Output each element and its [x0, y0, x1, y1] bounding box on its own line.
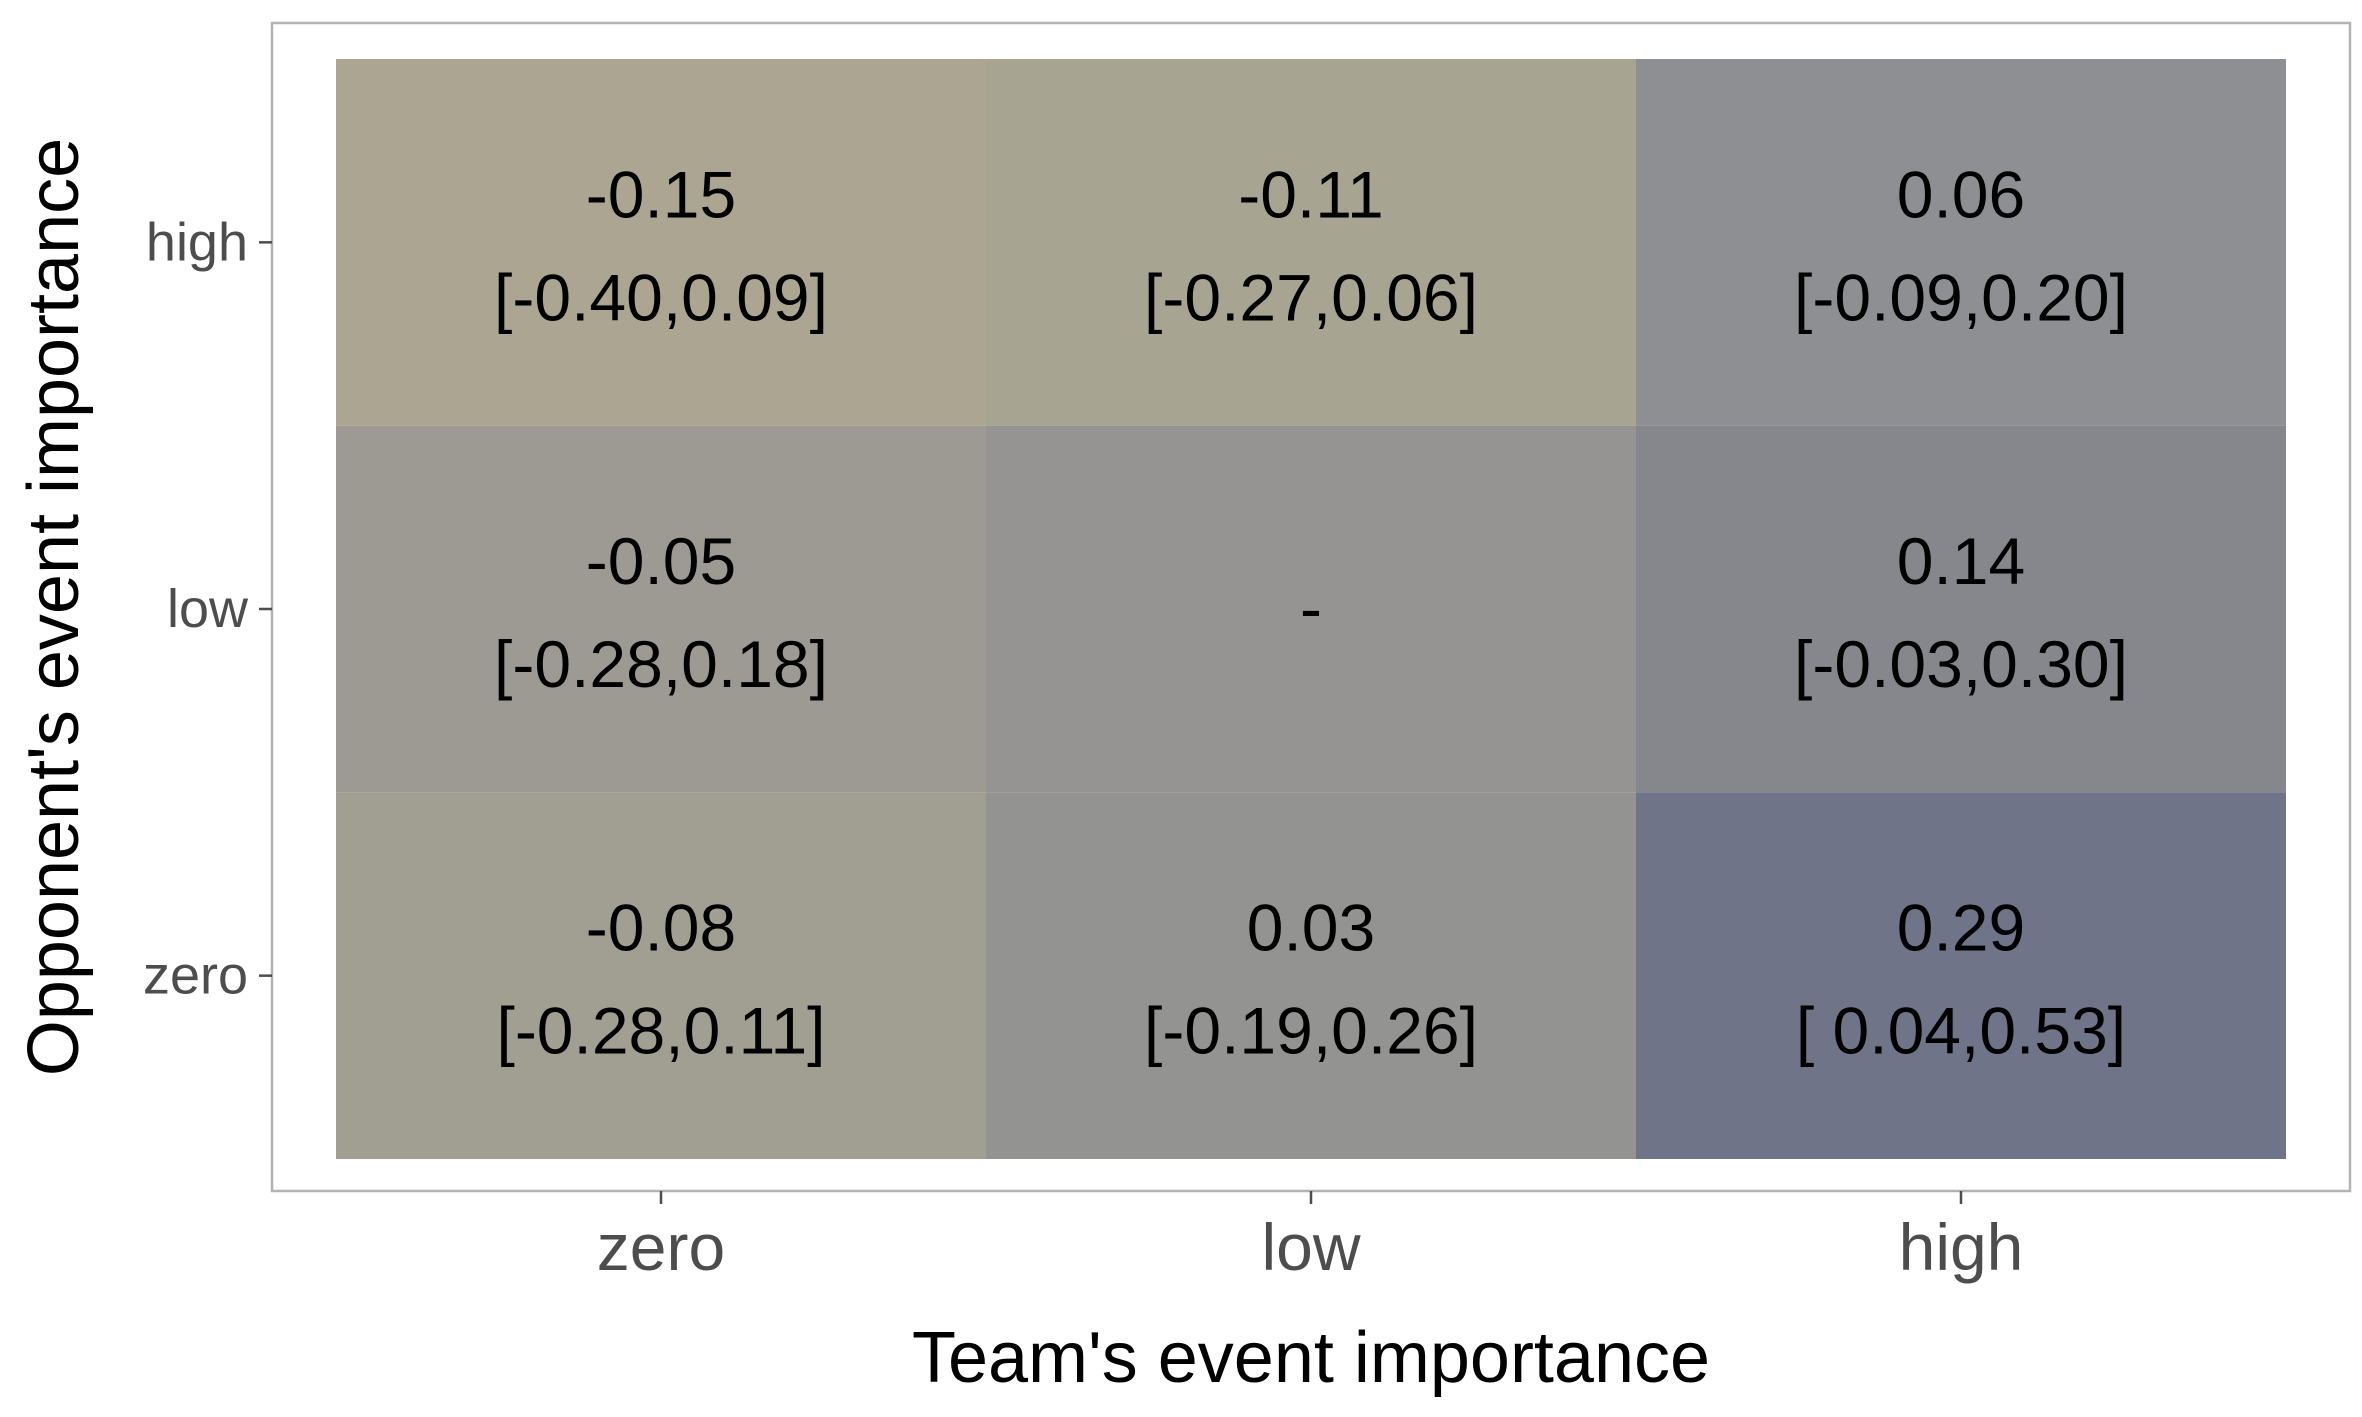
heatmap-cell-high-high	[1636, 59, 2286, 426]
y-axis-title: Opponent's event importance	[14, 138, 94, 1076]
heatmap-cell-low-zero	[986, 792, 1636, 1159]
cell-value-label: 0.06	[1897, 157, 2025, 231]
cell-value-label: -0.11	[1238, 157, 1384, 231]
cell-value-label: -	[1300, 571, 1322, 645]
x-axis: zero low high	[597, 1191, 2024, 1284]
cell-value-label: -0.08	[586, 891, 736, 965]
cell-value-label: -0.05	[586, 524, 736, 598]
cell-ci-label: [-0.19,0.26]	[1144, 994, 1478, 1068]
heatmap-cells	[336, 59, 2286, 1159]
y-tick-label: zero	[143, 946, 248, 1006]
cell-ci-label: [-0.28,0.11]	[496, 994, 825, 1068]
heatmap-cell-high-low	[1636, 425, 2286, 793]
heatmap-cell-low-high	[986, 59, 1636, 426]
heatmap-cell-zero-high	[336, 59, 986, 426]
cell-ci-label: [-0.09,0.20]	[1794, 260, 2128, 334]
heatmap-cell-zero-low	[336, 425, 986, 793]
y-tick-label: low	[167, 579, 249, 639]
y-tick-label: high	[146, 212, 248, 272]
cell-ci-label: [-0.27,0.06]	[1144, 260, 1478, 334]
cell-value-label: -0.15	[586, 157, 736, 231]
y-axis: zero low high	[143, 212, 272, 1006]
x-tick-label: high	[1899, 1210, 2024, 1284]
cell-value-label: 0.14	[1897, 524, 2025, 598]
cell-ci-label: [ 0.04,0.53]	[1796, 994, 2126, 1068]
cell-ci-label: [-0.03,0.30]	[1794, 627, 2128, 701]
cell-ci-label: [-0.28,0.18]	[494, 627, 828, 701]
x-tick-label: zero	[597, 1210, 725, 1284]
heatmap-cell-low-low	[986, 425, 1636, 793]
cell-value-label: 0.29	[1897, 891, 2025, 965]
cell-labels: -0.15 [-0.40,0.09] -0.11 [-0.27,0.06] 0.06 [-…	[494, 157, 2128, 1067]
heatmap-cell-high-zero	[1636, 792, 2286, 1159]
x-axis-title: Team's event importance	[912, 1318, 1710, 1398]
cell-value-label: 0.03	[1247, 891, 1375, 965]
heatmap-cell-zero-zero	[336, 792, 986, 1159]
x-tick-label: low	[1261, 1210, 1360, 1284]
cell-ci-label: [-0.40,0.09]	[494, 260, 828, 334]
